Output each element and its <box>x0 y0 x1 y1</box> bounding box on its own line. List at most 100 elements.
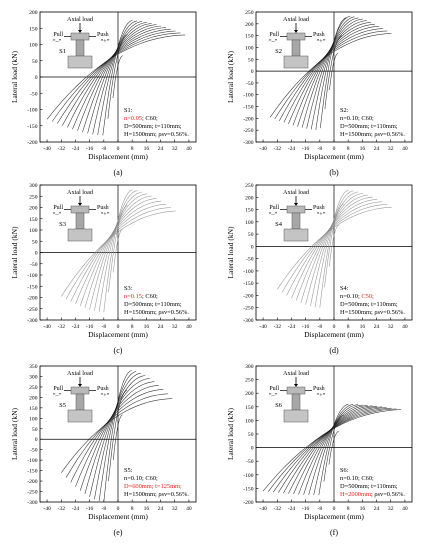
x-tick-label: 8 <box>347 506 350 512</box>
pull-label: Pull <box>269 386 279 392</box>
y-tick-label: -250 <box>243 306 253 312</box>
y-tick-label: 200 <box>245 195 254 201</box>
y-tick-label: -100 <box>27 458 37 464</box>
hysteresis-curves <box>61 189 176 313</box>
hysteresis-loop <box>113 228 123 273</box>
y-tick-label: 150 <box>29 406 38 412</box>
info-segment: D=500mm; t=110mm; <box>124 301 182 308</box>
x-tick-label: -40 <box>259 146 267 152</box>
x-tick-label: -40 <box>259 506 267 512</box>
hysteresis-loop <box>274 30 388 120</box>
y-tick-label: -250 <box>27 490 37 496</box>
panel-caption: (b) <box>329 168 339 177</box>
y-tick-label: -150 <box>243 486 253 492</box>
x-tick-label: -8 <box>101 324 106 330</box>
info-line: H=1500mm; ρsv=0.56%. <box>340 309 405 316</box>
x-tick-label: 0 <box>117 146 120 152</box>
x-tick-label: 16 <box>360 324 366 330</box>
y-axis-label: Lateral load (kN) <box>10 226 19 279</box>
y-tick-label: -50 <box>246 459 254 465</box>
hysteresis-loop <box>113 414 123 461</box>
y-tick-label: 0 <box>251 244 254 250</box>
column <box>291 212 301 230</box>
x-tick-label: 40 <box>402 324 408 330</box>
y-tick-label: -300 <box>243 318 253 324</box>
y-tick-label: 150 <box>29 26 38 32</box>
hysteresis-loop <box>267 408 397 492</box>
footing <box>283 228 309 242</box>
footing <box>283 409 309 423</box>
x-tick-label: 40 <box>186 146 192 152</box>
y-tick-label: -50 <box>30 262 38 268</box>
x-tick-label: -8 <box>317 146 322 152</box>
y-tick-label: -50 <box>246 257 254 263</box>
axial-load-label: Axial load <box>283 370 310 377</box>
x-axis-label: Displacement (mm) <box>88 152 148 161</box>
hysteresis-loop <box>67 27 167 128</box>
loading-cap <box>70 386 90 395</box>
specimen-inset: Axial load Pull“–” Push“+” S3 <box>53 189 110 242</box>
hysteresis-loop <box>283 26 380 123</box>
hysteresis-loop <box>75 200 162 305</box>
x-tick-label: -8 <box>317 506 322 512</box>
x-tick-label: 0 <box>333 146 336 152</box>
y-tick-label: 200 <box>245 22 254 28</box>
y-tick-label: 0 <box>35 437 38 443</box>
hysteresis-loop <box>79 198 157 307</box>
x-tick-label: 8 <box>131 324 134 330</box>
x-tick-label: -8 <box>101 146 106 152</box>
hysteresis-loop <box>112 55 123 98</box>
y-tick-label: 150 <box>245 208 254 214</box>
x-tick-label: -32 <box>58 324 66 330</box>
hysteresis-loop <box>291 199 378 299</box>
y-tick-label: -200 <box>243 116 253 122</box>
hysteresis-loop <box>56 30 176 124</box>
y-axis-label: Lateral load (kN) <box>10 50 19 103</box>
x-tick-label: -24 <box>72 146 80 152</box>
pull-label: Pull <box>269 32 279 38</box>
x-tick-label: -16 <box>302 324 310 330</box>
loading-cap <box>70 205 90 214</box>
specimen-inset: Axial load Pull“–” Push“+” S5 <box>53 370 110 423</box>
x-tick-label: 8 <box>131 146 134 152</box>
y-tick-label: 200 <box>29 10 38 16</box>
hysteresis-loop <box>61 210 176 297</box>
axial-load-label: Axial load <box>67 189 94 196</box>
hysteresis-loop <box>262 409 402 492</box>
loading-cap <box>286 205 306 214</box>
column <box>75 39 85 57</box>
panel-caption: (a) <box>114 168 123 177</box>
x-tick-label: 16 <box>144 506 150 512</box>
y-tick-label: -150 <box>243 105 253 111</box>
panel-caption: (d) <box>329 346 339 355</box>
y-tick-label: -50 <box>30 91 38 97</box>
y-tick-label: -300 <box>243 140 253 146</box>
info-line: D=500mm; t=110mm; <box>340 483 398 490</box>
hysteresis-loop <box>98 190 138 312</box>
info-segment: D=500mm; t=110mm; <box>340 301 398 308</box>
hysteresis-loop <box>329 225 339 267</box>
axial-arrow-head <box>78 203 82 206</box>
x-tick-label: -24 <box>72 324 80 330</box>
hysteresis-loop <box>281 204 388 293</box>
info-line: H=1500mm; ρsv=0.56%. <box>124 309 189 316</box>
y-tick-label: 50 <box>248 232 254 238</box>
info-line: n=0.10; C60; <box>340 475 374 482</box>
hysteresis-loop <box>310 191 359 307</box>
info-segment: n=0.10; C60; <box>340 475 374 482</box>
hysteresis-loop <box>323 414 344 482</box>
panel-b: -40 -32 -24 -16 -8 0 8 16 24 32 40 -300 -250 -200 -150… <box>226 10 413 177</box>
y-tick-label: 100 <box>245 45 254 51</box>
info-line: S4: <box>340 285 349 292</box>
x-tick-label: -40 <box>259 324 267 330</box>
hysteresis-curves <box>61 370 173 502</box>
pull-sign: “–” <box>269 38 278 45</box>
hysteresis-loop <box>286 201 383 296</box>
push-label: Push <box>313 205 325 211</box>
info-segment: D=600mm; t=125mm; <box>124 483 182 490</box>
loading-cap <box>286 32 306 41</box>
hysteresis-curves <box>269 15 392 130</box>
info-segment: D=500mm; t=110mm; <box>124 123 182 130</box>
push-label: Push <box>313 32 325 38</box>
